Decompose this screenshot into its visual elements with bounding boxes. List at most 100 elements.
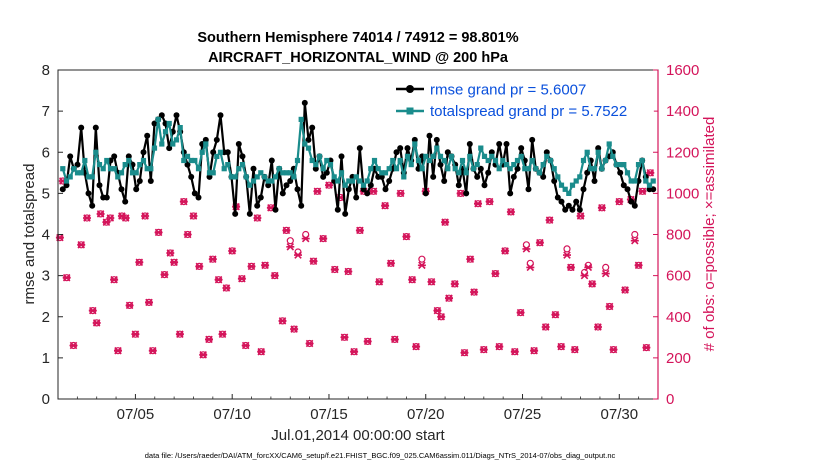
totalspread-point [415, 157, 422, 164]
rmse-point [232, 210, 239, 217]
rmse-point [217, 112, 224, 119]
legend-spread-marker [406, 107, 414, 115]
rmse-point [353, 194, 360, 201]
rmse-point [191, 190, 198, 197]
totalspread-point [151, 145, 158, 151]
totalspread-point [643, 178, 649, 184]
rmse-point [481, 182, 488, 189]
totalspread-point [82, 157, 88, 164]
totalspread-point [470, 166, 477, 172]
totalspread-point [93, 149, 99, 155]
rmse-point [334, 206, 341, 213]
obs-assimilated-marker [396, 189, 405, 198]
totalspread-point [221, 166, 227, 172]
totalspread-point [287, 170, 293, 176]
rmse-point [404, 145, 411, 152]
obs-assimilated-marker [466, 255, 475, 263]
rmse-point [426, 132, 433, 139]
obs-assimilated-marker [609, 345, 618, 354]
totalspread-point [423, 153, 429, 159]
obs-assimilated-marker [110, 275, 119, 284]
obs-assimilated-marker [557, 342, 566, 351]
totalspread-point [379, 170, 385, 176]
totalspread-point [210, 170, 216, 176]
rmse-point [63, 182, 70, 189]
obs-assimilated-marker [350, 347, 359, 356]
obs-assimilated-marker [145, 298, 153, 307]
rmse-point [246, 210, 253, 217]
totalspread-point [595, 149, 601, 155]
totalspread-point [232, 174, 238, 180]
totalspread-point [426, 157, 433, 164]
totalspread-point [272, 174, 279, 180]
rmse-point [580, 186, 587, 193]
obs-assimilated-marker [638, 187, 647, 196]
obs-assimilated-marker [375, 278, 384, 286]
obs-assimilated-marker [166, 249, 175, 257]
rmse-point [309, 124, 316, 131]
totalspread-point [250, 178, 257, 184]
totalspread-point [338, 170, 345, 176]
rmse-point [485, 169, 492, 176]
totalspread-point [511, 162, 517, 168]
totalspread-point [349, 178, 356, 184]
totalspread-point [613, 162, 620, 168]
totalspread-point [335, 178, 341, 184]
totalspread-point [78, 170, 84, 176]
totalspread-point [276, 166, 282, 172]
obs-assimilated-marker [106, 214, 115, 222]
rmse-point [250, 165, 257, 172]
totalspread-point [404, 153, 411, 159]
obs-assimilated-marker [437, 313, 446, 321]
totalspread-point [456, 170, 462, 176]
obs-assimilated-marker [485, 197, 494, 206]
obs-assimilated-marker [630, 236, 639, 245]
rmse-point [195, 194, 202, 201]
rmse-point [67, 153, 74, 160]
legend: rmse grand pr = 5.6007 totalspread grand… [394, 78, 654, 120]
rmse-point [558, 198, 565, 205]
chart-title-line2: AIRCRAFT_HORIZONTAL_WIND @ 200 hPa [208, 50, 509, 66]
totalspread-point [188, 157, 194, 164]
totalspread-point [485, 157, 491, 164]
obs-assimilated-marker [160, 270, 169, 279]
rmse-point [239, 153, 246, 160]
obs-assimilated-marker [305, 339, 314, 348]
legend-rmse-marker [406, 85, 414, 93]
rmse-point [631, 202, 638, 209]
totalspread-point [63, 178, 70, 184]
obs-assimilated-marker [88, 306, 97, 315]
totalspread-point [481, 153, 488, 159]
totalspread-point [254, 174, 260, 180]
obs-assimilated-marker [114, 346, 122, 355]
legend-box [394, 78, 654, 120]
totalspread-point [126, 157, 132, 164]
totalspread-point [397, 157, 403, 164]
obs-assimilated-marker [218, 330, 227, 338]
y-right-tick-label: 800 [666, 227, 691, 244]
y-right-tick-label: 200 [666, 350, 691, 367]
totalspread-point [305, 145, 312, 151]
rmse-point [103, 194, 110, 201]
totalspread-point [632, 178, 638, 184]
totalspread-point [239, 162, 246, 168]
obs-possible-marker [286, 237, 294, 245]
obs-assimilated-marker [470, 288, 479, 296]
obs-assimilated-marker [261, 261, 270, 270]
totalspread-point [118, 170, 125, 176]
obs-assimilated-marker [214, 275, 223, 284]
totalspread-point [368, 166, 374, 172]
obs-assimilated-marker [170, 258, 179, 267]
rmse-point [85, 190, 92, 197]
totalspread-point [573, 178, 579, 184]
rmse-point [573, 198, 580, 205]
obs-assimilated-marker [381, 201, 390, 210]
rmse-point [118, 186, 125, 193]
obs-assimilated-marker [363, 337, 372, 346]
obs-assimilated-marker [441, 218, 450, 226]
obs-possible-marker [418, 255, 426, 263]
obs-assimilated-marker [154, 228, 163, 237]
totalspread-point [96, 162, 103, 168]
totalspread-point [459, 157, 466, 164]
obs-assimilated-marker [417, 261, 426, 270]
